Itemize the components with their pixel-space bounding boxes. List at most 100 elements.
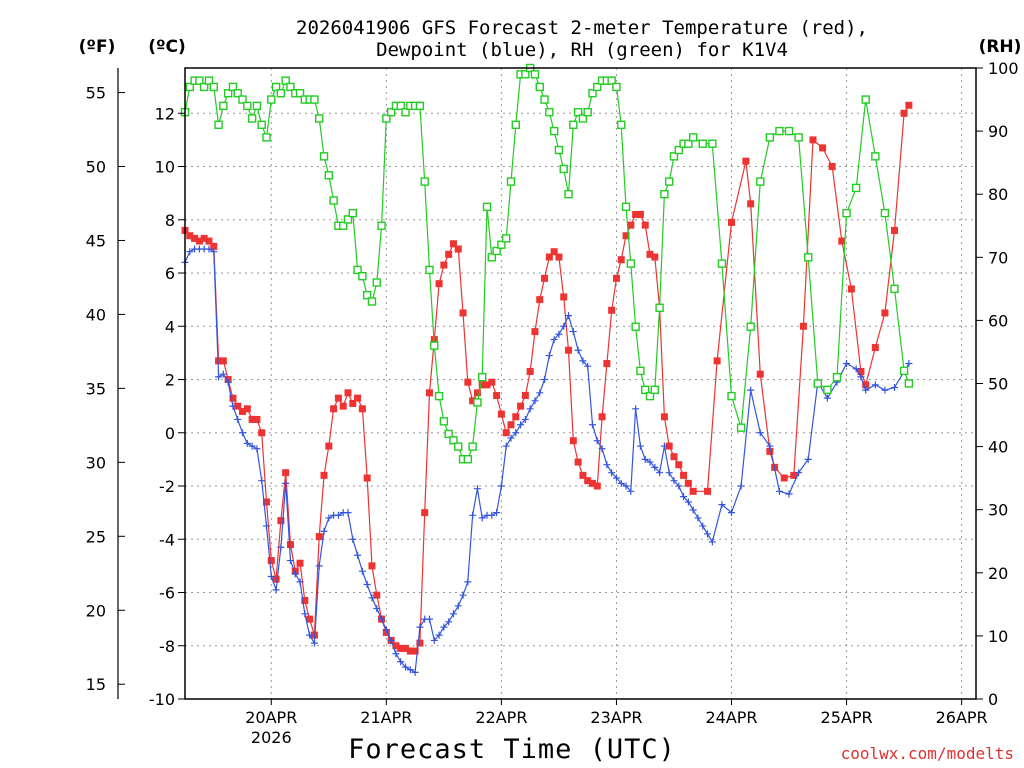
temperature-point — [636, 210, 644, 218]
temperature-point — [704, 487, 712, 495]
rh-point — [794, 133, 803, 142]
temperature-point — [454, 245, 462, 253]
rh-point — [904, 379, 914, 388]
dewpoint-point — [267, 573, 275, 581]
temperature-point — [349, 399, 357, 407]
dewpoint-point — [310, 639, 318, 647]
temperature-point — [296, 559, 304, 567]
dewpoint-point — [574, 346, 582, 354]
rh-point — [281, 76, 290, 85]
dewpoint-point — [301, 610, 309, 618]
rh-point — [482, 202, 492, 212]
fahrenheit-tick-label: 40 — [86, 305, 106, 324]
x-tick-label: 21APR — [360, 708, 412, 727]
dewpoint-point — [473, 485, 481, 493]
rh-point — [583, 107, 592, 117]
temperature-point — [497, 410, 505, 418]
x-tick-label: 24APR — [705, 708, 757, 727]
rh-point — [367, 297, 377, 306]
dewpoint-point — [435, 631, 443, 639]
rh-point — [871, 152, 880, 161]
temperature-point — [747, 200, 755, 208]
temperature-point — [205, 237, 213, 245]
dewpoint-point — [416, 623, 424, 631]
dewpoint-point — [502, 442, 510, 450]
dewpoint-point — [593, 437, 601, 445]
dewpoint-point — [737, 482, 745, 490]
temperature-point — [301, 596, 309, 604]
temperature-point — [881, 309, 889, 317]
rh-point — [617, 120, 626, 129]
dewpoint-point — [239, 429, 247, 437]
rh-point — [257, 120, 266, 129]
celsius-tick-label: -6 — [159, 584, 175, 603]
rh-point — [813, 379, 822, 388]
temperature-point — [339, 402, 347, 410]
rh-point — [497, 240, 506, 249]
dewpoint-point — [756, 429, 764, 437]
temperature-point — [742, 157, 750, 165]
rh-point — [262, 133, 271, 142]
temperature-line — [184, 104, 910, 652]
dewpoint-point — [469, 511, 477, 519]
temperature-point — [862, 381, 870, 389]
dewpoint-point — [459, 591, 467, 599]
rh-point — [247, 114, 257, 123]
dewpoint-point — [291, 570, 299, 578]
rh-point — [564, 189, 573, 199]
rh-point — [473, 398, 482, 407]
rh-point — [271, 82, 281, 92]
rh-point — [636, 366, 645, 376]
rh-point — [501, 234, 511, 243]
temperature-point — [660, 413, 668, 421]
rh-point — [540, 95, 549, 104]
dewpoint-point — [632, 405, 640, 413]
dewpoint-point — [521, 415, 529, 423]
dewpoint-point — [282, 479, 290, 487]
dewpoint-point — [622, 482, 630, 490]
dewpoint-point — [277, 543, 285, 551]
temperature-point — [334, 394, 342, 402]
dewpoint-point — [588, 421, 596, 429]
temperature-point — [488, 378, 496, 386]
rh-point — [185, 82, 194, 92]
rh-point — [449, 436, 458, 445]
rh-point — [717, 259, 727, 268]
dewpoint-point — [219, 370, 227, 378]
dewpoint-point — [804, 455, 812, 463]
rh-point — [899, 366, 909, 376]
temperature-point — [406, 647, 414, 655]
temperature-point — [560, 293, 568, 301]
rh-point — [372, 278, 381, 287]
dewpoint-point — [670, 477, 678, 485]
dewpoint-point — [665, 469, 673, 477]
rh-point — [626, 259, 636, 268]
series-temperature — [181, 101, 913, 655]
dewpoint-point — [325, 514, 333, 522]
temperature-point — [200, 234, 208, 242]
temperature-point — [411, 647, 419, 655]
dewpoint-point — [560, 322, 568, 330]
temperature-point — [219, 357, 227, 365]
dewpoint-point — [363, 581, 371, 589]
rh-point — [832, 372, 842, 382]
dewpoint-point — [497, 482, 505, 490]
rh-tick-label: 20 — [988, 564, 1008, 583]
dewpoint-point — [641, 455, 649, 463]
dewpoint-point — [603, 461, 611, 469]
temperature-point — [819, 144, 827, 152]
rh-point — [708, 139, 717, 148]
dewpoint-point — [536, 389, 544, 397]
temperature-point — [612, 274, 620, 282]
temperature-point — [440, 261, 448, 269]
rh-point — [324, 171, 334, 180]
rh-point — [204, 76, 214, 85]
temperature-point — [838, 237, 846, 245]
temperature-point — [608, 306, 616, 314]
dewpoint-point — [680, 493, 688, 501]
dewpoint-point — [862, 386, 870, 394]
rh-point — [765, 133, 775, 142]
dewpoint-point — [392, 650, 400, 658]
